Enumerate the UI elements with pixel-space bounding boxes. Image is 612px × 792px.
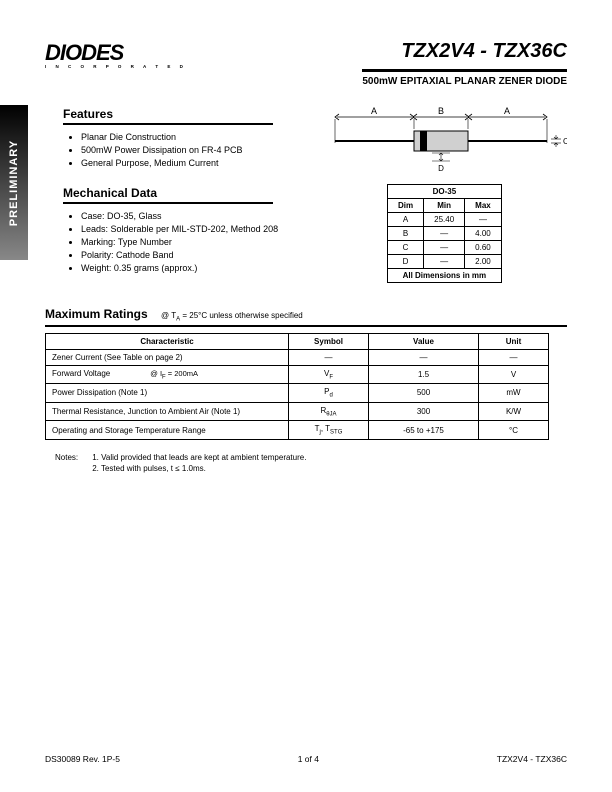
ratings-cell: — [479,349,549,365]
title-block: TZX2V4 - TZX36C 500mW EPITAXIAL PLANAR Z… [362,40,567,87]
ratings-col: Characteristic [46,333,289,349]
ratings-cell: Tj, TSTG [289,421,369,440]
ratings-cell: Operating and Storage Temperature Range [46,421,289,440]
features-row: Features Planar Die Construction 500mW P… [63,105,567,283]
ratings-cell: VF [289,365,369,384]
dim-cell: — [424,227,465,241]
content: Features Planar Die Construction 500mW P… [63,105,567,474]
dim-col: Max [465,199,502,213]
dim-col: Dim [388,199,424,213]
features-title: Features [63,107,273,125]
mechanical-title: Mechanical Data [63,186,273,204]
note-item: 1. Valid provided that leads are kept at… [92,453,306,462]
footer-left: DS30089 Rev. 1P-5 [45,754,120,764]
dim-table-title: DO-35 [388,185,502,199]
dim-cell: A [388,213,424,227]
dim-label-d: D [438,164,444,173]
ratings-cell: V [479,365,549,384]
ratings-col: Value [369,333,479,349]
ratings-cell: 300 [369,402,479,421]
ratings-cell: 500 [369,384,479,403]
feature-item: 500mW Power Dissipation on FR-4 PCB [81,144,297,157]
dim-cell: C [388,241,424,255]
ratings-cell: -65 to +175 [369,421,479,440]
logo-block: DIODES I N C O R P O R A T E D [45,40,187,69]
dim-cell: 2.00 [465,255,502,269]
feature-item: General Purpose, Medium Current [81,157,297,170]
note-item: 2. Tested with pulses, t ≤ 1.0ms. [92,464,206,473]
ratings-title: Maximum Ratings [45,307,148,321]
feature-item: Planar Die Construction [81,131,297,144]
mech-item: Polarity: Cathode Band [81,249,297,262]
ratings-cell: K/W [479,402,549,421]
ratings-col: Unit [479,333,549,349]
mech-item: Weight: 0.35 grams (approx.) [81,262,297,275]
dim-cell: — [465,213,502,227]
preliminary-tab: PRELIMINARY [0,105,28,260]
ratings-table: Characteristic Symbol Value Unit Zener C… [45,333,549,440]
ratings-cell: °C [479,421,549,440]
dim-cell: 0.60 [465,241,502,255]
ratings-cell: mW [479,384,549,403]
ratings-cell: — [289,349,369,365]
features-list: Planar Die Construction 500mW Power Diss… [63,131,297,170]
ratings-cell: 1.5 [369,365,479,384]
page: DIODES I N C O R P O R A T E D TZX2V4 - … [0,0,612,792]
dim-cell: — [424,255,465,269]
header: DIODES I N C O R P O R A T E D TZX2V4 - … [45,40,567,87]
footer: DS30089 Rev. 1P-5 1 of 4 TZX2V4 - TZX36C [45,754,567,764]
subtitle: 500mW EPITAXIAL PLANAR ZENER DIODE [362,76,567,87]
dim-cell: B [388,227,424,241]
dim-col: Min [424,199,465,213]
mechanical-list: Case: DO-35, Glass Leads: Solderable per… [63,210,297,275]
ratings-cell: Power Dissipation (Note 1) [46,384,289,403]
dim-label-a: A [371,106,377,116]
dim-label-b: B [438,106,444,116]
mech-item: Leads: Solderable per MIL-STD-202, Metho… [81,223,297,236]
dimension-table: DO-35 Dim Min Max A 25.40 — B — 4.00 [387,184,502,283]
mech-item: Case: DO-35, Glass [81,210,297,223]
footer-right: TZX2V4 - TZX36C [497,754,567,764]
ratings-title-row: Maximum Ratings @ TA = 25°C unless other… [45,307,567,327]
ratings-cell: RθJA [289,402,369,421]
footer-center: 1 of 4 [298,754,319,764]
left-column: Features Planar Die Construction 500mW P… [63,105,297,283]
dim-table-footer: All Dimensions in mm [388,269,502,283]
mech-item: Marking: Type Number [81,236,297,249]
ratings-cell: Zener Current (See Table on page 2) [46,349,289,365]
part-title: TZX2V4 - TZX36C [362,40,567,63]
dim-cell: 4.00 [465,227,502,241]
ratings-col: Symbol [289,333,369,349]
ratings-condition: @ TA = 25°C unless otherwise specified [161,311,303,320]
notes-label: Notes: [55,452,90,463]
dim-cell: 25.40 [424,213,465,227]
dim-cell: — [424,241,465,255]
ratings-cell: Forward Voltage@ IF = 200mA [46,365,289,384]
preliminary-text: PRELIMINARY [8,139,20,225]
ratings-cell: Thermal Resistance, Junction to Ambient … [46,402,289,421]
logo-text: DIODES [45,40,187,66]
dim-label-c: C [563,137,567,146]
title-divider [362,69,567,72]
ratings-cell: Pd [289,384,369,403]
ratings-cell: — [369,349,479,365]
dim-cell: D [388,255,424,269]
package-diagram: A B A [327,105,567,175]
dim-label-a2: A [504,106,510,116]
notes-block: Notes: 1. Valid provided that leads are … [45,452,567,474]
diagram-area: A B A [327,105,567,283]
